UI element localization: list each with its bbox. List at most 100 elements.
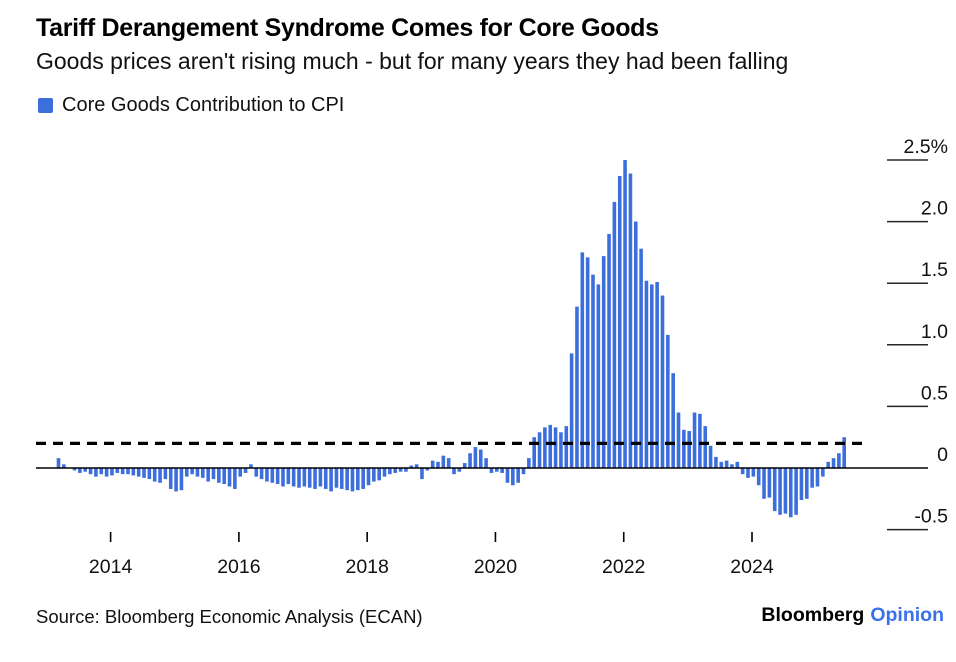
bar: [724, 460, 729, 468]
bar: [815, 468, 820, 487]
bar: [62, 464, 66, 468]
bar: [115, 468, 120, 473]
bar: [799, 468, 804, 501]
bar: [254, 468, 259, 477]
bar: [94, 468, 98, 477]
source-note: Source: Bloomberg Economic Analysis (ECA…: [36, 606, 423, 627]
chart-title: Tariff Derangement Syndrome Comes for Co…: [36, 14, 659, 42]
bar: [350, 468, 355, 492]
bar: [783, 468, 788, 514]
bar: [393, 468, 398, 473]
bar: [676, 412, 681, 468]
bar: [671, 373, 675, 468]
bar: [527, 458, 531, 468]
bar: [307, 468, 312, 488]
bar: [313, 468, 317, 489]
bar: [740, 468, 745, 475]
bar: [468, 453, 472, 468]
bar: [110, 468, 114, 476]
bar: [462, 463, 467, 468]
bar: [179, 468, 184, 491]
bar: [837, 453, 841, 468]
bar: [452, 468, 456, 475]
bar: [286, 468, 291, 485]
bar: [580, 252, 585, 468]
y-tick-label: 2.5%: [904, 136, 948, 158]
y-tick-label: 1.0: [921, 321, 948, 343]
bar: [682, 429, 686, 468]
bar: [708, 445, 713, 468]
bar: [217, 468, 221, 483]
bar: [692, 412, 697, 468]
bar: [831, 458, 836, 468]
bar: [259, 468, 264, 480]
brand-opinion: Opinion: [870, 604, 944, 626]
bar: [238, 468, 243, 477]
bar: [361, 468, 365, 489]
bar: [163, 468, 168, 480]
bar: [318, 468, 323, 487]
bar: [821, 468, 825, 477]
bar: [575, 306, 579, 468]
bar: [826, 461, 830, 468]
bar: [489, 468, 494, 473]
bar: [762, 468, 766, 499]
bar: [404, 468, 408, 472]
bar: [425, 468, 430, 471]
bar: [756, 468, 761, 486]
bar: [265, 468, 269, 482]
bar: [78, 468, 82, 473]
bar: [420, 468, 424, 480]
bar: [516, 468, 520, 483]
bar: [382, 468, 387, 477]
bar: [99, 468, 104, 475]
bar: [168, 468, 173, 489]
bar: [703, 426, 708, 468]
bar: [660, 295, 665, 468]
bar: [628, 173, 633, 469]
x-tick-label: 2020: [474, 556, 518, 578]
bar: [714, 456, 718, 468]
y-tick-label: -0.5: [914, 506, 948, 528]
bar: [201, 468, 205, 478]
bar: [441, 455, 446, 468]
bar: [623, 160, 627, 468]
bar: [366, 468, 371, 486]
bar: [323, 468, 328, 489]
bar: [206, 468, 210, 482]
legend-label: Core Goods Contribution to CPI: [62, 94, 345, 116]
bar: [601, 256, 606, 468]
bar: [457, 468, 462, 472]
bar: [83, 468, 88, 472]
bar: [227, 468, 232, 487]
y-tick-label: 0.5: [921, 382, 948, 404]
bar: [377, 468, 381, 481]
bar: [72, 468, 77, 471]
y-tick-label: 2.0: [921, 198, 948, 220]
bar: [398, 468, 403, 472]
bar: [302, 468, 307, 487]
bar: [666, 334, 670, 468]
bar: [372, 468, 376, 482]
bar: [243, 468, 248, 473]
y-tick-label: 1.5: [921, 259, 948, 281]
bar: [484, 458, 488, 468]
bar: [767, 468, 772, 498]
bar: [805, 468, 809, 499]
bar: [532, 437, 536, 468]
bar: [644, 280, 649, 468]
bar: [655, 281, 659, 468]
bar: [233, 468, 237, 489]
bar: [275, 468, 280, 485]
x-tick-label: 2016: [217, 556, 260, 578]
bar: [190, 468, 194, 475]
bar: [222, 468, 226, 485]
bloomberg-opinion-logo: Bloomberg Opinion: [761, 604, 944, 627]
bar: [329, 468, 333, 492]
bar: [136, 468, 141, 477]
bar: [436, 461, 440, 468]
y-tick-label: 0: [937, 444, 948, 466]
bar: [564, 426, 569, 468]
bar: [633, 221, 638, 468]
